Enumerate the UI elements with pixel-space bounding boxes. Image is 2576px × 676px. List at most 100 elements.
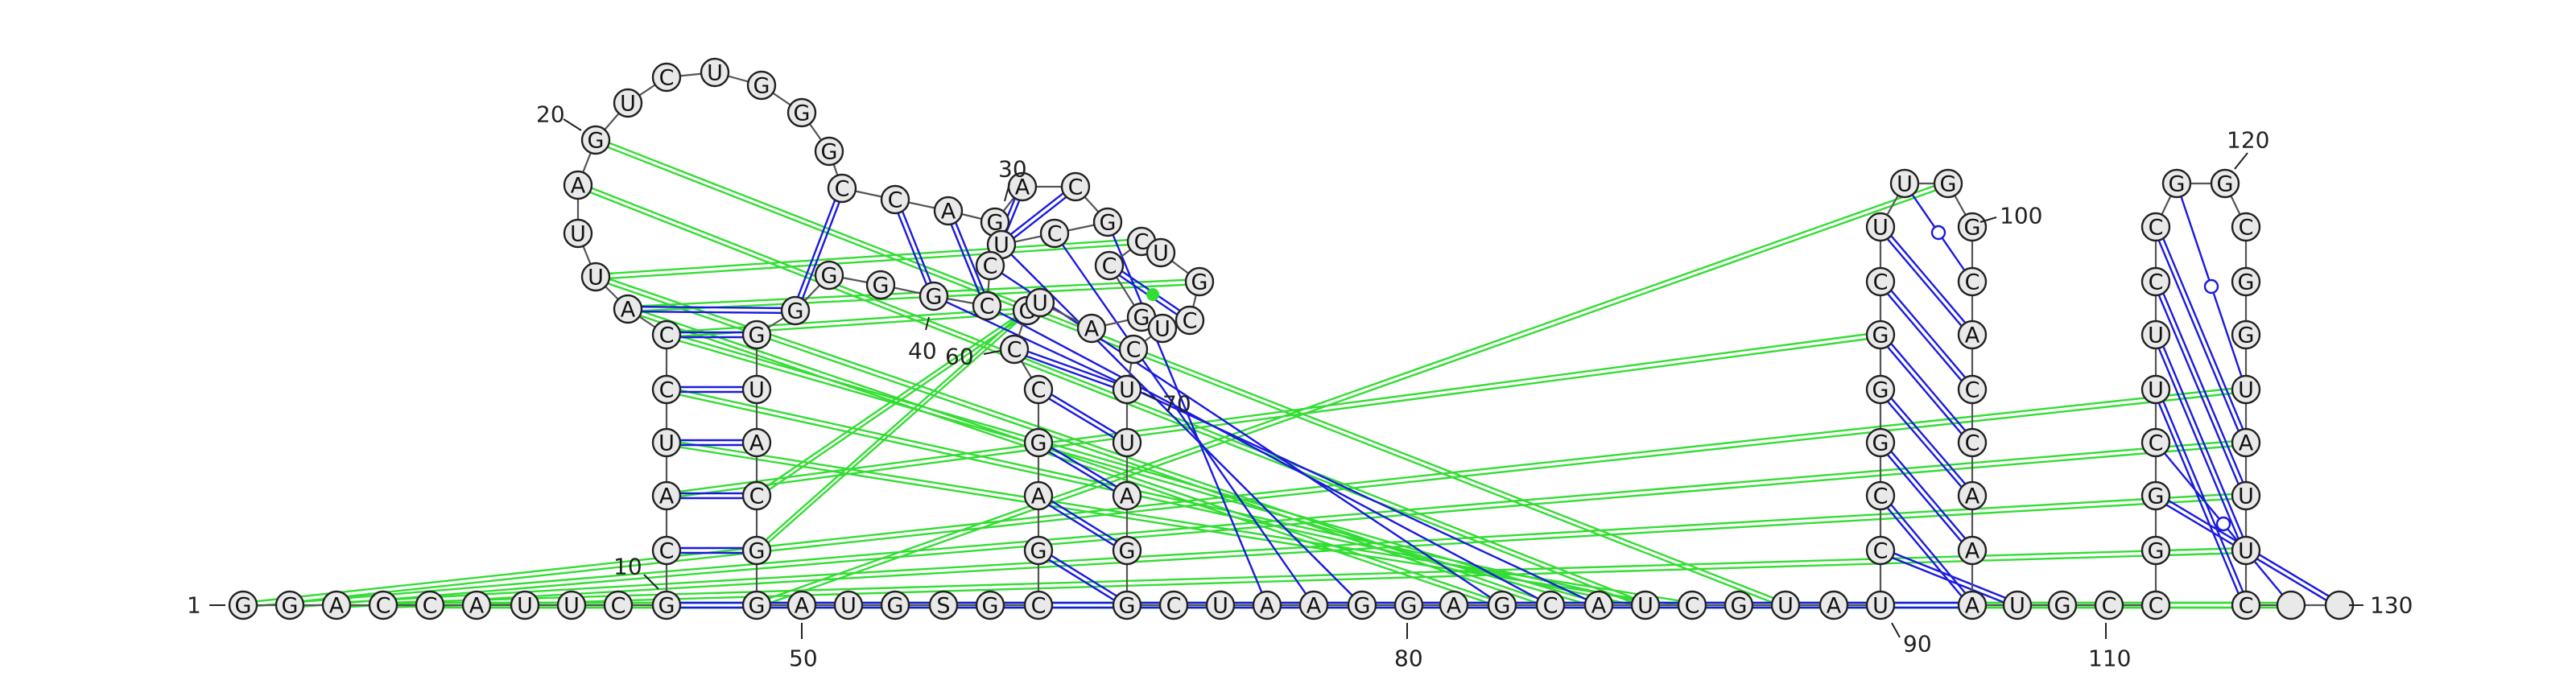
- nucleotide-letter: U: [1119, 378, 1135, 403]
- position-label-20: 20: [536, 101, 565, 128]
- tick-60: [983, 350, 1001, 355]
- wobble-pair-marker: [2215, 516, 2231, 532]
- canonical-pair-line: [1038, 439, 1129, 495]
- nucleotide: C: [1865, 266, 1896, 297]
- nucleotide-circle: [651, 62, 682, 93]
- nucleotide-circle: [1889, 168, 1920, 199]
- nucleotide-circle: [415, 590, 445, 620]
- nucleotide-letter: A: [1120, 484, 1135, 509]
- nucleotide: U: [1205, 590, 1236, 620]
- canonical-pair-line: [2153, 227, 2245, 444]
- nucleotide-circle: [741, 480, 772, 511]
- nucleotide: C: [2231, 212, 2261, 242]
- canonical-pair-line: [2157, 280, 2249, 496]
- nucleotide: U: [2231, 374, 2261, 405]
- canonical-pair-line: [999, 183, 1075, 244]
- nucleotide-letter: G: [2217, 172, 2234, 197]
- nucleotide-circle: [972, 291, 1002, 321]
- nucleotide-circle: [1439, 590, 1469, 620]
- nucleotide-circle: [1060, 171, 1091, 202]
- canonical-pair-line: [1036, 390, 1127, 446]
- nucleotide: U: [2140, 319, 2171, 350]
- nucleotide-circle: [741, 590, 772, 620]
- nucleotide-letter: G: [2169, 172, 2186, 197]
- nucleotide-letter: A: [941, 200, 956, 225]
- base-pair-layer: [242, 136, 2342, 609]
- nucleotide-circle: [1957, 590, 1988, 620]
- nucleotide-circle: [651, 480, 682, 511]
- nucleotide-letter: C: [2149, 270, 2164, 295]
- nucleotide: C: [2140, 266, 2171, 297]
- nucleotide: U: [2140, 374, 2171, 405]
- canonical-pair-line: [1881, 493, 1975, 604]
- nucleotide-letter: C: [659, 378, 675, 403]
- position-label-100: 100: [2000, 203, 2042, 229]
- nucleotide-circle: [613, 88, 643, 118]
- canonical-pair-line: [949, 209, 990, 306]
- nucleotide-letter: C: [1102, 254, 1117, 279]
- canonical-pair-line: [1038, 547, 1129, 604]
- canonical-pair-line: [1036, 551, 1127, 608]
- nucleotide-letter: A: [795, 594, 810, 619]
- nucleotide: A: [461, 590, 492, 620]
- tertiary-interaction-line: [756, 307, 1028, 549]
- nucleotide-circle: [1184, 266, 1215, 297]
- nucleotide: A: [1439, 590, 1469, 620]
- nucleotide-circle: [741, 374, 772, 405]
- nucleotide: G: [741, 319, 772, 350]
- nucleotide-circle: [975, 590, 1005, 620]
- nucleotide-circle: [1724, 590, 1754, 620]
- tertiary-interaction-line: [666, 336, 1881, 500]
- tertiary-interaction-line: [627, 278, 1200, 308]
- nucleotide-circle: [2140, 427, 2171, 458]
- nucleotide: U: [1770, 590, 1801, 620]
- nucleotide-letter: U: [1777, 594, 1794, 619]
- nucleotide-letter: C: [1965, 270, 1980, 295]
- nucleotide-circle: [1957, 427, 1988, 458]
- nucleotide-circle: [1092, 207, 1123, 237]
- nucleotide-circle: [1112, 590, 1142, 620]
- nucleotide: G: [1865, 427, 1896, 458]
- nucleotide-letter: C: [1031, 594, 1046, 619]
- nucleotide-circle: [1393, 590, 1424, 620]
- nucleotide: A: [1818, 590, 1849, 620]
- nucleotide: G: [814, 136, 844, 167]
- canonical-pair-line: [2157, 225, 2249, 443]
- nucleotide-letter: G: [658, 594, 675, 619]
- nucleotide: C: [2140, 590, 2171, 620]
- nucleotide: C: [415, 590, 445, 620]
- nucleotide-circle: [368, 590, 398, 620]
- nucleotide-circle: [1158, 590, 1189, 620]
- nucleotide-circle: [1865, 266, 1896, 297]
- tertiary-interaction-line: [382, 551, 2247, 609]
- nucleotide-letter: C: [1031, 378, 1046, 403]
- canonical-pair-line: [1013, 350, 1127, 393]
- tertiary-interaction-line: [666, 443, 1693, 609]
- nucleotide: U: [556, 590, 587, 620]
- nucleotide: U: [613, 88, 643, 118]
- nucleotide-letter: G: [821, 264, 838, 289]
- nucleotide-letter: C: [1685, 594, 1700, 619]
- position-label-120: 120: [2227, 127, 2269, 154]
- nucleotide-letter: C: [980, 295, 995, 319]
- canonical-pair-line: [628, 305, 796, 310]
- nucleotide-circle: [2231, 212, 2261, 242]
- nucleotide: C: [975, 250, 1005, 281]
- nucleotide: C: [651, 319, 682, 350]
- nucleotide-letter: G: [588, 129, 605, 154]
- nucleotide-circle: [1298, 590, 1329, 620]
- nucleotide-circle: [651, 590, 682, 620]
- canonical-pair-line: [1002, 188, 1078, 248]
- tick-10: [643, 574, 659, 590]
- nucleotide-letter: U: [749, 378, 765, 403]
- nucleotide-letter: C: [1183, 309, 1198, 334]
- nucleotide-circle: [880, 184, 910, 215]
- nucleotide: C: [651, 535, 682, 566]
- nucleotide-letter: G: [1964, 216, 1981, 241]
- nucleotide-letter: G: [749, 539, 766, 564]
- nucleotide: S: [928, 590, 959, 620]
- nucleotide-circle: [1112, 427, 1142, 458]
- nucleotide-letter: U: [564, 594, 580, 619]
- nucleotide: A: [613, 294, 643, 324]
- canonical-pair-line: [627, 310, 795, 315]
